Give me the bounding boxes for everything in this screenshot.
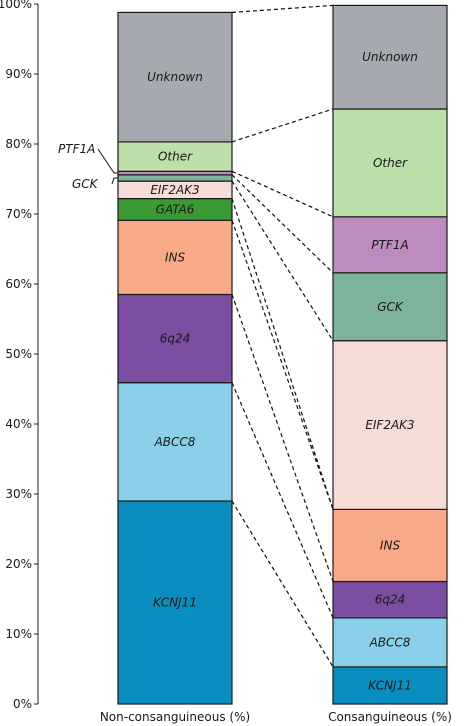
y-tick-label: 10%: [5, 627, 32, 641]
segment-label-gata6: GATA6: [156, 202, 195, 216]
bar-segment-abcc8-consanguineous: [332, 617, 448, 668]
y-axis: 0% 10% 20% 30% 40% 50% 60% 70% 80% 90% 100%: [0, 0, 39, 711]
connector-lines: [231, 4, 334, 668]
connector-kcnj11-hi: [231, 500, 334, 668]
segment-label-kcnj11: KCNJ11: [153, 596, 197, 610]
y-tick-label: 50%: [5, 347, 32, 361]
connector-other-hi: [231, 108, 334, 143]
side-labels: PTF1A GCK: [58, 142, 118, 191]
category-label-non-consanguineous: Non-consanguineous (%): [100, 710, 250, 724]
bar-segment-abcc8-non-consanguineous: [117, 382, 233, 502]
bar-segment-kcnj11-non-consanguineous: [117, 500, 233, 705]
connector-ins-hi: [231, 220, 334, 510]
side-label-leader-gck: [111, 177, 118, 185]
y-tick-label: 40%: [5, 417, 32, 431]
bars: [117, 4, 448, 705]
y-tick-label: 30%: [5, 487, 32, 501]
bar-segment-kcnj11-consanguineous: [332, 666, 448, 705]
segment-label-abcc8: ABCC8: [369, 635, 411, 649]
side-label-ptf1a: PTF1A: [58, 142, 95, 156]
category-labels: Non-consanguineous (%) Consanguineous (%): [100, 710, 452, 724]
segment-label-eif2ak3: EIF2AK3: [365, 418, 414, 432]
segment-labels: KCNJ11 ABCC8 6q24 INS GATA6 EIF2AK3 Other Unkno…: [147, 50, 418, 692]
y-tick-label: 80%: [5, 137, 32, 151]
segment-label-other: Other: [373, 156, 408, 170]
segment-label-gck: GCK: [377, 300, 404, 314]
y-tick-label: 20%: [5, 557, 32, 571]
connector-eif2ak3-hi: [231, 180, 334, 342]
connector-gck-hi: [231, 174, 334, 274]
side-label-gck: GCK: [72, 177, 99, 191]
bar-segment-6q24-non-consanguineous: [117, 293, 233, 384]
connector-6q24-hi: [231, 294, 334, 582]
connector-gata6-hi: [231, 198, 334, 510]
y-tick-label: 90%: [5, 67, 32, 81]
connector-unknown-hi: [231, 4, 334, 13]
bar-segment-unknown-non-consanguineous: [117, 11, 233, 143]
segment-label-ptf1a: PTF1A: [371, 238, 408, 252]
segment-label-kcnj11: KCNJ11: [368, 678, 412, 692]
y-tick-label: 60%: [5, 277, 32, 291]
segment-label-6q24: 6q24: [375, 593, 406, 607]
segment-label-6q24: 6q24: [160, 332, 191, 346]
segment-label-ins: INS: [380, 538, 401, 552]
bar-segment-ins-consanguineous: [332, 508, 448, 583]
bar-segment-eif2ak3-consanguineous: [332, 340, 448, 511]
y-tick-label: 70%: [5, 207, 32, 221]
segment-label-ins: INS: [165, 250, 186, 264]
connector-abcc8-hi: [231, 382, 334, 619]
segment-label-eif2ak3: EIF2AK3: [150, 183, 199, 197]
y-tick-label: 0%: [13, 697, 32, 711]
connector-ptf1a-hi: [231, 170, 334, 218]
bar-segment-unknown-consanguineous: [332, 4, 448, 110]
bar-segment-gck-non-consanguineous: [117, 174, 233, 182]
bar-segment-other-non-consanguineous: [117, 141, 233, 172]
segment-label-abcc8: ABCC8: [154, 435, 196, 449]
category-label-consanguineous: Consanguineous (%): [328, 710, 452, 724]
side-label-leader-ptf1a: [97, 148, 118, 174]
bar-segment-ins-non-consanguineous: [117, 219, 233, 296]
bar-segment-gck-consanguineous: [332, 272, 448, 342]
y-tick-label: 100%: [0, 0, 32, 11]
bar-segment-ptf1a-consanguineous: [332, 216, 448, 274]
segment-label-unknown: Unknown: [362, 50, 418, 64]
segment-label-other: Other: [158, 150, 193, 164]
bar-segment-other-consanguineous: [332, 108, 448, 218]
segment-label-unknown: Unknown: [147, 70, 203, 84]
